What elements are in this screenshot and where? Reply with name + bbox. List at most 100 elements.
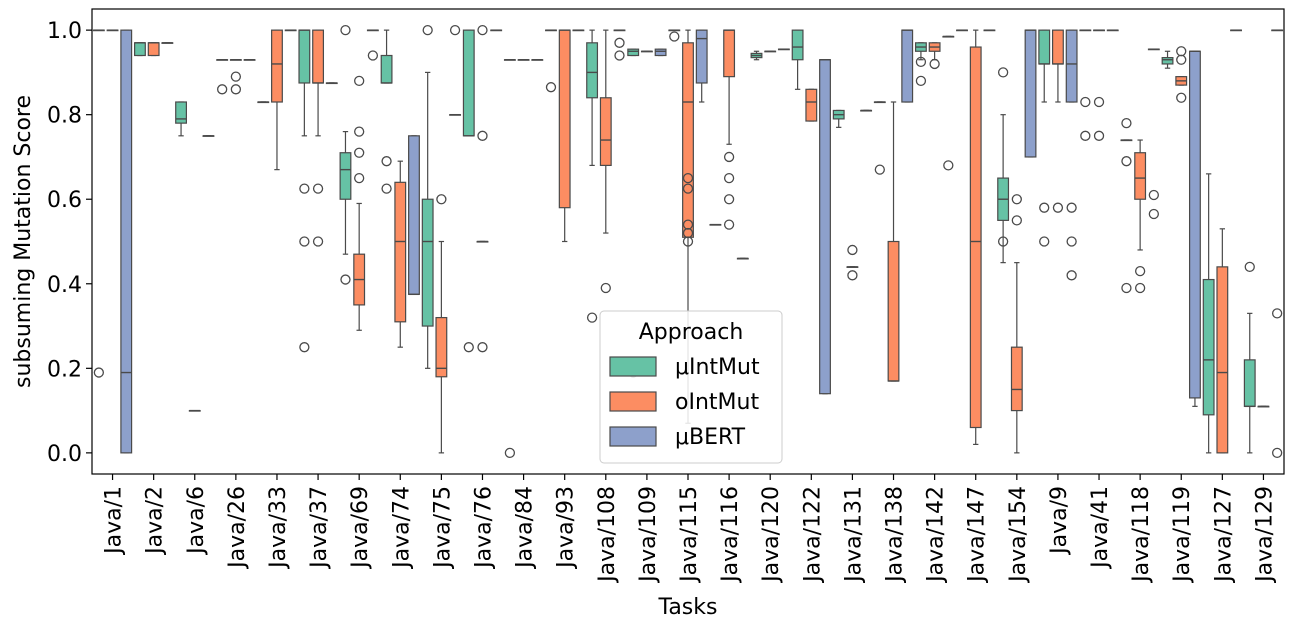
box-0-25 [1120, 117, 1133, 294]
box-0-14 [668, 29, 681, 42]
box-2-1 [161, 42, 174, 44]
box-1-4 [271, 29, 283, 171]
box-2-2 [202, 135, 215, 137]
box-0-10 [503, 59, 516, 459]
box-2-10 [531, 59, 544, 61]
x-tick-label: Java/69 [348, 486, 373, 570]
box-2-11 [572, 29, 585, 32]
outlier-point [682, 236, 694, 247]
legend-label: μBERT [675, 425, 746, 450]
box-iqr [271, 29, 283, 103]
outlier-point [477, 24, 488, 36]
box-1-27 [1216, 228, 1229, 454]
outlier-point [367, 50, 379, 61]
outlier-point [723, 219, 735, 230]
y-tick-label: 0.0 [47, 442, 82, 467]
box-iqr [175, 101, 188, 124]
x-tick-label: Java/33 [266, 486, 291, 570]
outlier-point [669, 31, 680, 42]
outlier-point [1066, 270, 1077, 281]
y-axis-title: subsuming Mutation Score [11, 95, 36, 388]
x-tick-label: Java/109 [636, 486, 661, 584]
box-iqr [134, 42, 146, 57]
outlier-point [381, 183, 392, 194]
box-0-26 [1161, 50, 1174, 69]
box-iqr [887, 240, 900, 382]
box-0-0 [92, 29, 105, 378]
box-iqr [1065, 29, 1078, 103]
outlier-point [381, 156, 392, 167]
x-axis-title: Tasks [658, 595, 718, 620]
legend-label: oIntMut [675, 390, 759, 415]
box-2-28 [1271, 29, 1284, 459]
outlier-point [354, 126, 365, 137]
box-2-27 [1230, 29, 1242, 32]
outlier-point [1121, 156, 1132, 167]
box-1-28 [1257, 405, 1270, 408]
outlier-point [1271, 308, 1283, 319]
box-2-8 [449, 24, 462, 116]
outlier-point [312, 183, 324, 194]
box-1-12 [599, 29, 612, 294]
x-tick-label: Java/26 [225, 486, 250, 570]
box-iqr [791, 29, 804, 61]
plot-marks [92, 24, 1284, 459]
outlier-point [1011, 194, 1022, 205]
box-0-21 [956, 29, 968, 32]
x-tick-label: Java/108 [595, 486, 620, 584]
box-iqr [1051, 29, 1064, 65]
outlier-point [600, 282, 611, 294]
box-0-23 [1038, 29, 1051, 247]
outlier-point [1121, 117, 1132, 129]
x-axis: Java/1 Java/2 Java/6 Java/26 Java/33 Java/37 J… [102, 474, 1277, 584]
x-tick-label: Java/75 [430, 486, 455, 570]
outlier-point [504, 447, 516, 459]
x-tick-label: Java/147 [965, 486, 990, 584]
outlier-point [354, 147, 365, 158]
box-0-1 [134, 42, 146, 57]
x-tick-label: Java/6 [184, 486, 209, 556]
box-2-9 [490, 29, 503, 32]
box-1-16 [764, 50, 777, 53]
box-1-25 [1134, 139, 1147, 294]
box-0-16 [750, 50, 763, 61]
outlier-point [847, 270, 858, 281]
x-tick-label: Java/9 [1047, 486, 1072, 556]
outlier-point [915, 56, 927, 67]
outlier-point [1244, 261, 1255, 273]
x-tick-label: Java/120 [759, 486, 784, 584]
y-tick-label: 0.6 [47, 188, 82, 213]
y-tick-label: 1.0 [47, 19, 82, 44]
x-tick-label: Java/118 [1129, 486, 1154, 584]
outlier-point [1176, 54, 1187, 65]
box-0-17 [791, 29, 804, 90]
box-iqr [298, 29, 311, 84]
outlier-point [723, 151, 735, 163]
outlier-point [915, 75, 927, 87]
box-1-13 [640, 50, 653, 53]
legend-label: μIntMut [675, 355, 760, 380]
box-0-6 [339, 24, 352, 285]
outlier-point [1176, 46, 1187, 57]
box-iqr [695, 29, 708, 84]
outlier-point [1134, 265, 1146, 277]
y-tick-label: 0.4 [47, 273, 82, 298]
box-iqr [586, 42, 599, 99]
box-0-27 [1202, 173, 1215, 454]
outlier-point [1148, 189, 1159, 201]
box-2-25 [1147, 48, 1160, 220]
box-2-5 [325, 82, 338, 85]
outlier-point [93, 367, 105, 378]
box-iqr [408, 135, 420, 295]
box-1-22 [1010, 194, 1023, 454]
y-tick-label: 0.2 [47, 357, 82, 382]
box-iqr [558, 29, 571, 209]
outlier-point [1093, 96, 1105, 108]
x-tick-label: Java/131 [841, 486, 866, 584]
outlier-point [1039, 236, 1050, 247]
box-2-21 [983, 29, 996, 32]
outlier-point [929, 58, 940, 70]
box-iqr [1202, 278, 1215, 416]
outlier-point [340, 274, 351, 285]
